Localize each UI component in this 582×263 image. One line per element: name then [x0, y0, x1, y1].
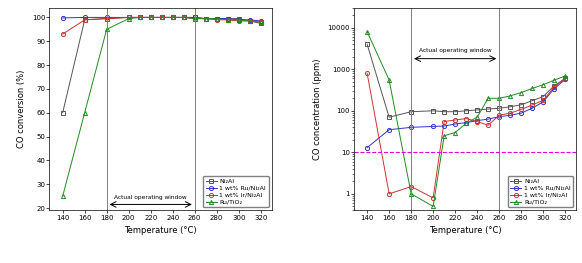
Text: Actual operating window: Actual operating window [419, 48, 491, 53]
Legend: Ni₂Al, 1 wt% Ru/Ni₂Al, 1 wt% Ir/Ni₂Al, Ru/TiO₂: Ni₂Al, 1 wt% Ru/Ni₂Al, 1 wt% Ir/Ni₂Al, R… [508, 176, 573, 207]
Y-axis label: CO concentration (ppm): CO concentration (ppm) [313, 58, 322, 160]
X-axis label: Temperature (°C): Temperature (°C) [125, 226, 197, 235]
Text: Actual operating window: Actual operating window [115, 195, 187, 200]
X-axis label: Temperature (°C): Temperature (°C) [429, 226, 501, 235]
Y-axis label: CO conversion (%): CO conversion (%) [17, 70, 26, 148]
Legend: Ni₂Al, 1 wt% Ru/Ni₂Al, 1 wt% Ir/Ni₂Al, Ru/TiO₂: Ni₂Al, 1 wt% Ru/Ni₂Al, 1 wt% Ir/Ni₂Al, R… [203, 176, 268, 207]
